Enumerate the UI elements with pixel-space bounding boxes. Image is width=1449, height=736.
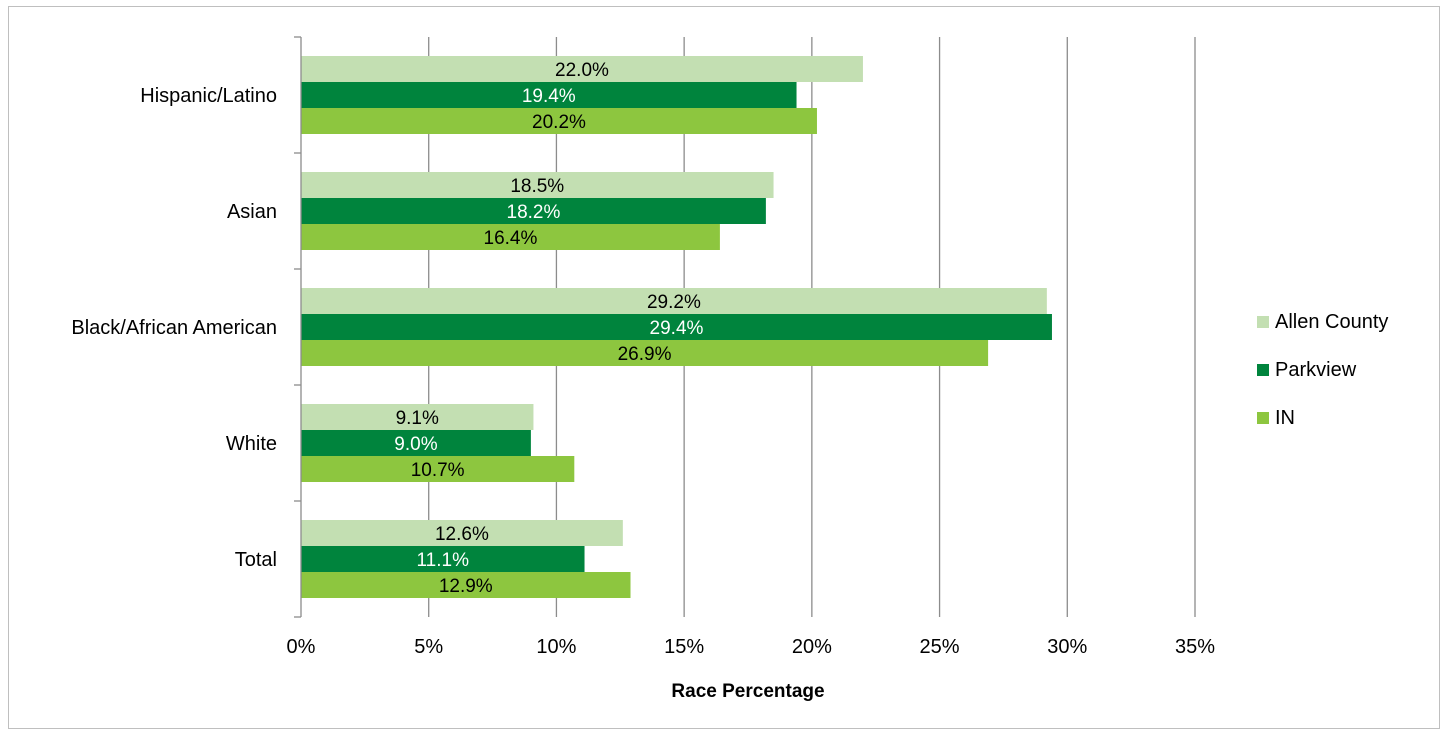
bar (301, 520, 623, 546)
axes: 0% 5% 10% 15% 20% 25% 30% 35% Hispanic/Latino Asi… (71, 36, 1215, 658)
chart-frame: 22.0% 19.4% 20.2% 18.5% 18.2% 16.4% 29.2% 29.4%… (8, 6, 1440, 729)
data-label: 9.0% (394, 434, 437, 455)
bar (301, 172, 774, 198)
x-tick-label: 35% (1175, 636, 1215, 658)
bar (301, 404, 534, 430)
data-label: 9.1% (396, 408, 439, 429)
x-axis-title: Race Percentage (671, 681, 824, 702)
bar (301, 340, 989, 366)
data-labels: 22.0% 19.4% 20.2% 18.5% 18.2% 16.4% 29.2% 29.4%… (394, 60, 703, 597)
bar (301, 456, 575, 482)
legend-swatch (1257, 316, 1269, 328)
data-label: 19.4% (522, 86, 576, 107)
category-label: Asian (227, 201, 277, 223)
x-tick-label: 15% (664, 636, 704, 658)
bar (301, 82, 797, 108)
data-label: 18.2% (507, 202, 561, 223)
bar (301, 288, 1047, 314)
category-label: Black/African American (71, 317, 277, 339)
x-tick-label: 5% (414, 636, 443, 658)
category-label: White (226, 433, 277, 455)
bar (301, 430, 531, 456)
race-percentage-chart: 22.0% 19.4% 20.2% 18.5% 18.2% 16.4% 29.2% 29.4%… (71, 36, 1388, 702)
bar (301, 572, 631, 598)
data-label: 22.0% (555, 60, 609, 81)
legend-label: Allen County (1275, 311, 1388, 333)
bar (301, 56, 863, 82)
data-label: 18.5% (510, 176, 564, 197)
legend-label: IN (1275, 407, 1295, 429)
data-label: 11.1% (417, 550, 470, 571)
data-label: 12.6% (435, 524, 489, 545)
data-label: 26.9% (618, 344, 672, 365)
bar (301, 314, 1052, 340)
x-tick-label: 20% (792, 636, 832, 658)
bars (301, 56, 1052, 598)
bar (301, 108, 817, 134)
data-label: 16.4% (484, 228, 538, 249)
category-label: Total (235, 549, 277, 571)
data-label: 10.7% (411, 460, 465, 481)
x-tick-label: 10% (536, 636, 576, 658)
data-label: 20.2% (532, 112, 586, 133)
bar (301, 224, 720, 250)
x-tick-label: 25% (920, 636, 960, 658)
x-tick-label: 0% (287, 636, 316, 658)
legend: Allen County Parkview IN (1257, 311, 1388, 429)
legend-label: Parkview (1275, 359, 1357, 381)
category-label: Hispanic/Latino (140, 85, 277, 107)
bar (301, 198, 766, 224)
data-label: 29.2% (647, 292, 701, 313)
legend-swatch (1257, 412, 1269, 424)
bar (301, 546, 585, 572)
x-tick-label: 30% (1047, 636, 1087, 658)
data-label: 29.4% (650, 318, 704, 339)
data-label: 12.9% (439, 576, 493, 597)
legend-swatch (1257, 364, 1269, 376)
